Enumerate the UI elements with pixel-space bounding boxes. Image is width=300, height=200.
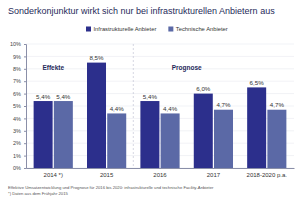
bar: [54, 101, 73, 168]
data-label: 4,4%: [110, 105, 125, 112]
y-tick: 6%: [13, 91, 26, 97]
data-labels: 5,4% 8,5% 5,4% 6,0% 6,5% 5,4% 4,4% 4,4% 4,7% 4,7%: [36, 54, 284, 112]
y-tick-mark: [24, 94, 26, 95]
legend: Infrastrukturelle Anbieter Technische Anb…: [86, 26, 228, 32]
y-tick-label: 4%: [13, 116, 21, 122]
x-tick-label: 2018-2020 p.a.: [247, 172, 288, 178]
chart: Sonderkonjunktur wirkt sich nur bei infr…: [0, 0, 300, 200]
y-tick-label: 1%: [13, 153, 21, 159]
legend-label: Infrastrukturelle Anbieter: [94, 26, 157, 32]
bar: [140, 101, 159, 168]
bar: [87, 63, 106, 168]
y-tick-label: 7%: [13, 78, 21, 84]
y-tick: 7%: [13, 78, 26, 84]
y-tick-label: 10%: [10, 41, 21, 47]
y-tick-mark: [24, 168, 26, 169]
grid-line: [26, 44, 294, 45]
y-tick: 9%: [13, 54, 26, 60]
x-tick: 2017: [207, 168, 221, 178]
data-label: 5,4%: [36, 93, 51, 100]
y-axis-line: [24, 45, 27, 169]
x-tick: 2014 *): [44, 168, 63, 178]
y-tick: 5%: [13, 103, 26, 109]
data-label: 4,7%: [216, 101, 231, 108]
x-tick-label: 2017: [207, 172, 221, 178]
grid-line: [26, 68, 294, 69]
y-tick-label: 3%: [13, 128, 21, 134]
y-tick-mark: [24, 131, 26, 132]
bar: [214, 110, 233, 168]
y-tick: 8%: [13, 66, 26, 72]
data-label: 5,4%: [143, 93, 158, 100]
x-axis: 2014 *) 2015 2016 2017 2018-2020 p.a.: [27, 168, 295, 178]
y-tick-mark: [24, 118, 26, 119]
legend-item: Infrastrukturelle Anbieter: [86, 26, 156, 32]
x-tick: 2016: [153, 168, 167, 178]
data-label: 8,5%: [89, 54, 104, 61]
y-tick-label: 0%: [13, 165, 21, 171]
y-tick: 3%: [13, 128, 26, 134]
footnote: *) Daten aus dem Frühjahr 2015: [8, 191, 68, 196]
data-label: 6,0%: [196, 85, 211, 92]
y-tick-label: 8%: [13, 66, 21, 72]
footnote: Effektive Umsatzentwicklung und Prognose…: [8, 185, 214, 190]
y-tick-mark: [24, 81, 26, 82]
x-tick: 2015: [100, 168, 114, 178]
y-tick: 0%: [13, 165, 26, 171]
x-tick-label: 2015: [100, 172, 114, 178]
y-tick: 10%: [10, 41, 26, 47]
annotation: Effekte: [42, 64, 64, 71]
bars: [34, 63, 287, 168]
bar: [161, 113, 180, 168]
y-tick-label: 9%: [13, 54, 21, 60]
x-tick-label: 2014 *): [44, 172, 63, 178]
data-label: 4,7%: [270, 101, 285, 108]
bar: [194, 94, 213, 168]
y-tick-label: 5%: [13, 103, 21, 109]
y-tick: 1%: [13, 153, 26, 159]
y-tick-mark: [24, 56, 26, 57]
annotation: Prognose: [172, 64, 202, 72]
y-tick-label: 6%: [13, 91, 21, 97]
bar: [247, 87, 266, 168]
plot: 5,4% 8,5% 5,4% 6,0% 6,5% 5,4% 4,4% 4,4% 4,7% 4,7%…: [10, 41, 295, 178]
bar: [267, 110, 286, 168]
legend-swatch: [168, 27, 173, 32]
grid: [26, 44, 294, 168]
data-label: 5,4%: [56, 93, 71, 100]
y-tick-label: 2%: [13, 140, 21, 146]
y-axis: 0% 1% 2% 3% 4% 5% 6% 7% 8% 9% 10%: [10, 41, 27, 171]
legend-label: Technische Anbieter: [176, 26, 228, 32]
legend-item: Technische Anbieter: [168, 26, 227, 32]
x-tick-label: 2016: [153, 172, 167, 178]
title: Sonderkonjunktur wirkt sich nur bei infr…: [8, 6, 275, 16]
x-tick: 2018-2020 p.a.: [247, 168, 288, 178]
separator: [133, 44, 134, 168]
data-label: 4,4%: [163, 105, 178, 112]
data-label: 6,5%: [250, 79, 265, 86]
y-tick: 2%: [13, 140, 26, 146]
bar: [107, 113, 126, 168]
y-tick-mark: [24, 69, 26, 70]
y-tick: 4%: [13, 116, 26, 122]
y-tick-mark: [24, 156, 26, 157]
y-tick-mark: [24, 44, 26, 45]
y-tick-mark: [24, 143, 26, 144]
bar: [34, 101, 53, 168]
legend-swatch: [86, 27, 91, 32]
x-axis-line: [27, 168, 295, 169]
y-tick-mark: [24, 106, 26, 107]
grid-line: [26, 56, 294, 57]
